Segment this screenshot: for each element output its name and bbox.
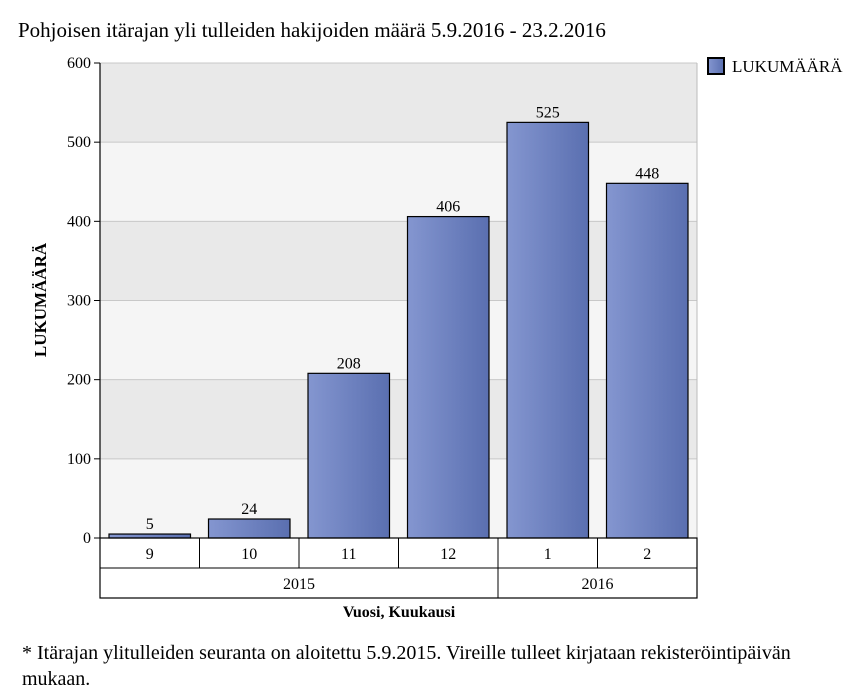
x-tick-label: 12 [440, 546, 456, 563]
x-tick-label: 10 [241, 546, 257, 563]
legend-swatch [707, 57, 725, 75]
footnote: * Itärajan ylitulleiden seuranta on aloi… [22, 642, 791, 690]
y-tick-label: 300 [67, 293, 91, 310]
bar [406, 215, 490, 539]
plot-band [100, 379, 697, 459]
bar [207, 518, 291, 539]
plot-band [100, 458, 697, 538]
bar-value-label: 525 [536, 104, 560, 121]
y-tick-label: 400 [67, 213, 91, 230]
plot-band [100, 142, 697, 222]
x-group-label: 2016 [582, 576, 614, 593]
x-tick-label: 9 [146, 546, 154, 563]
y-tick-label: 500 [67, 134, 91, 151]
y-tick-label: 600 [67, 55, 91, 72]
plot-band [100, 221, 697, 301]
bar [605, 182, 689, 539]
bar-value-label: 208 [337, 355, 361, 372]
legend-label: LUKUMÄÄRÄ [732, 57, 843, 76]
plot-band [100, 300, 697, 380]
chart-title: Pohjoisen itärajan yli tulleiden hakijoi… [18, 18, 606, 42]
bar-value-label: 448 [635, 165, 659, 182]
x-group-label: 2015 [283, 576, 315, 593]
bar [307, 372, 391, 539]
x-tick-label: 11 [341, 546, 356, 563]
y-tick-label: 200 [67, 372, 91, 389]
y-tick-label: 0 [83, 530, 91, 547]
bar [506, 121, 590, 539]
bar-chart: 5 24 208 406 525 448 0 100 200 300 400 500 600 9 10 1… [31, 55, 843, 621]
x-axis-label: Vuosi, Kuukausi [343, 604, 456, 621]
x-tick-label: 2 [643, 546, 651, 563]
bar-value-label: 406 [436, 199, 460, 216]
legend: LUKUMÄÄRÄ [707, 57, 843, 76]
plot-band [100, 63, 697, 143]
y-tick-label: 100 [67, 451, 91, 468]
y-axis-label: LUKUMÄÄRÄ [31, 242, 50, 357]
bar-value-label: 24 [241, 501, 257, 518]
x-tick-label: 1 [544, 546, 552, 563]
bar-value-label: 5 [146, 516, 154, 533]
